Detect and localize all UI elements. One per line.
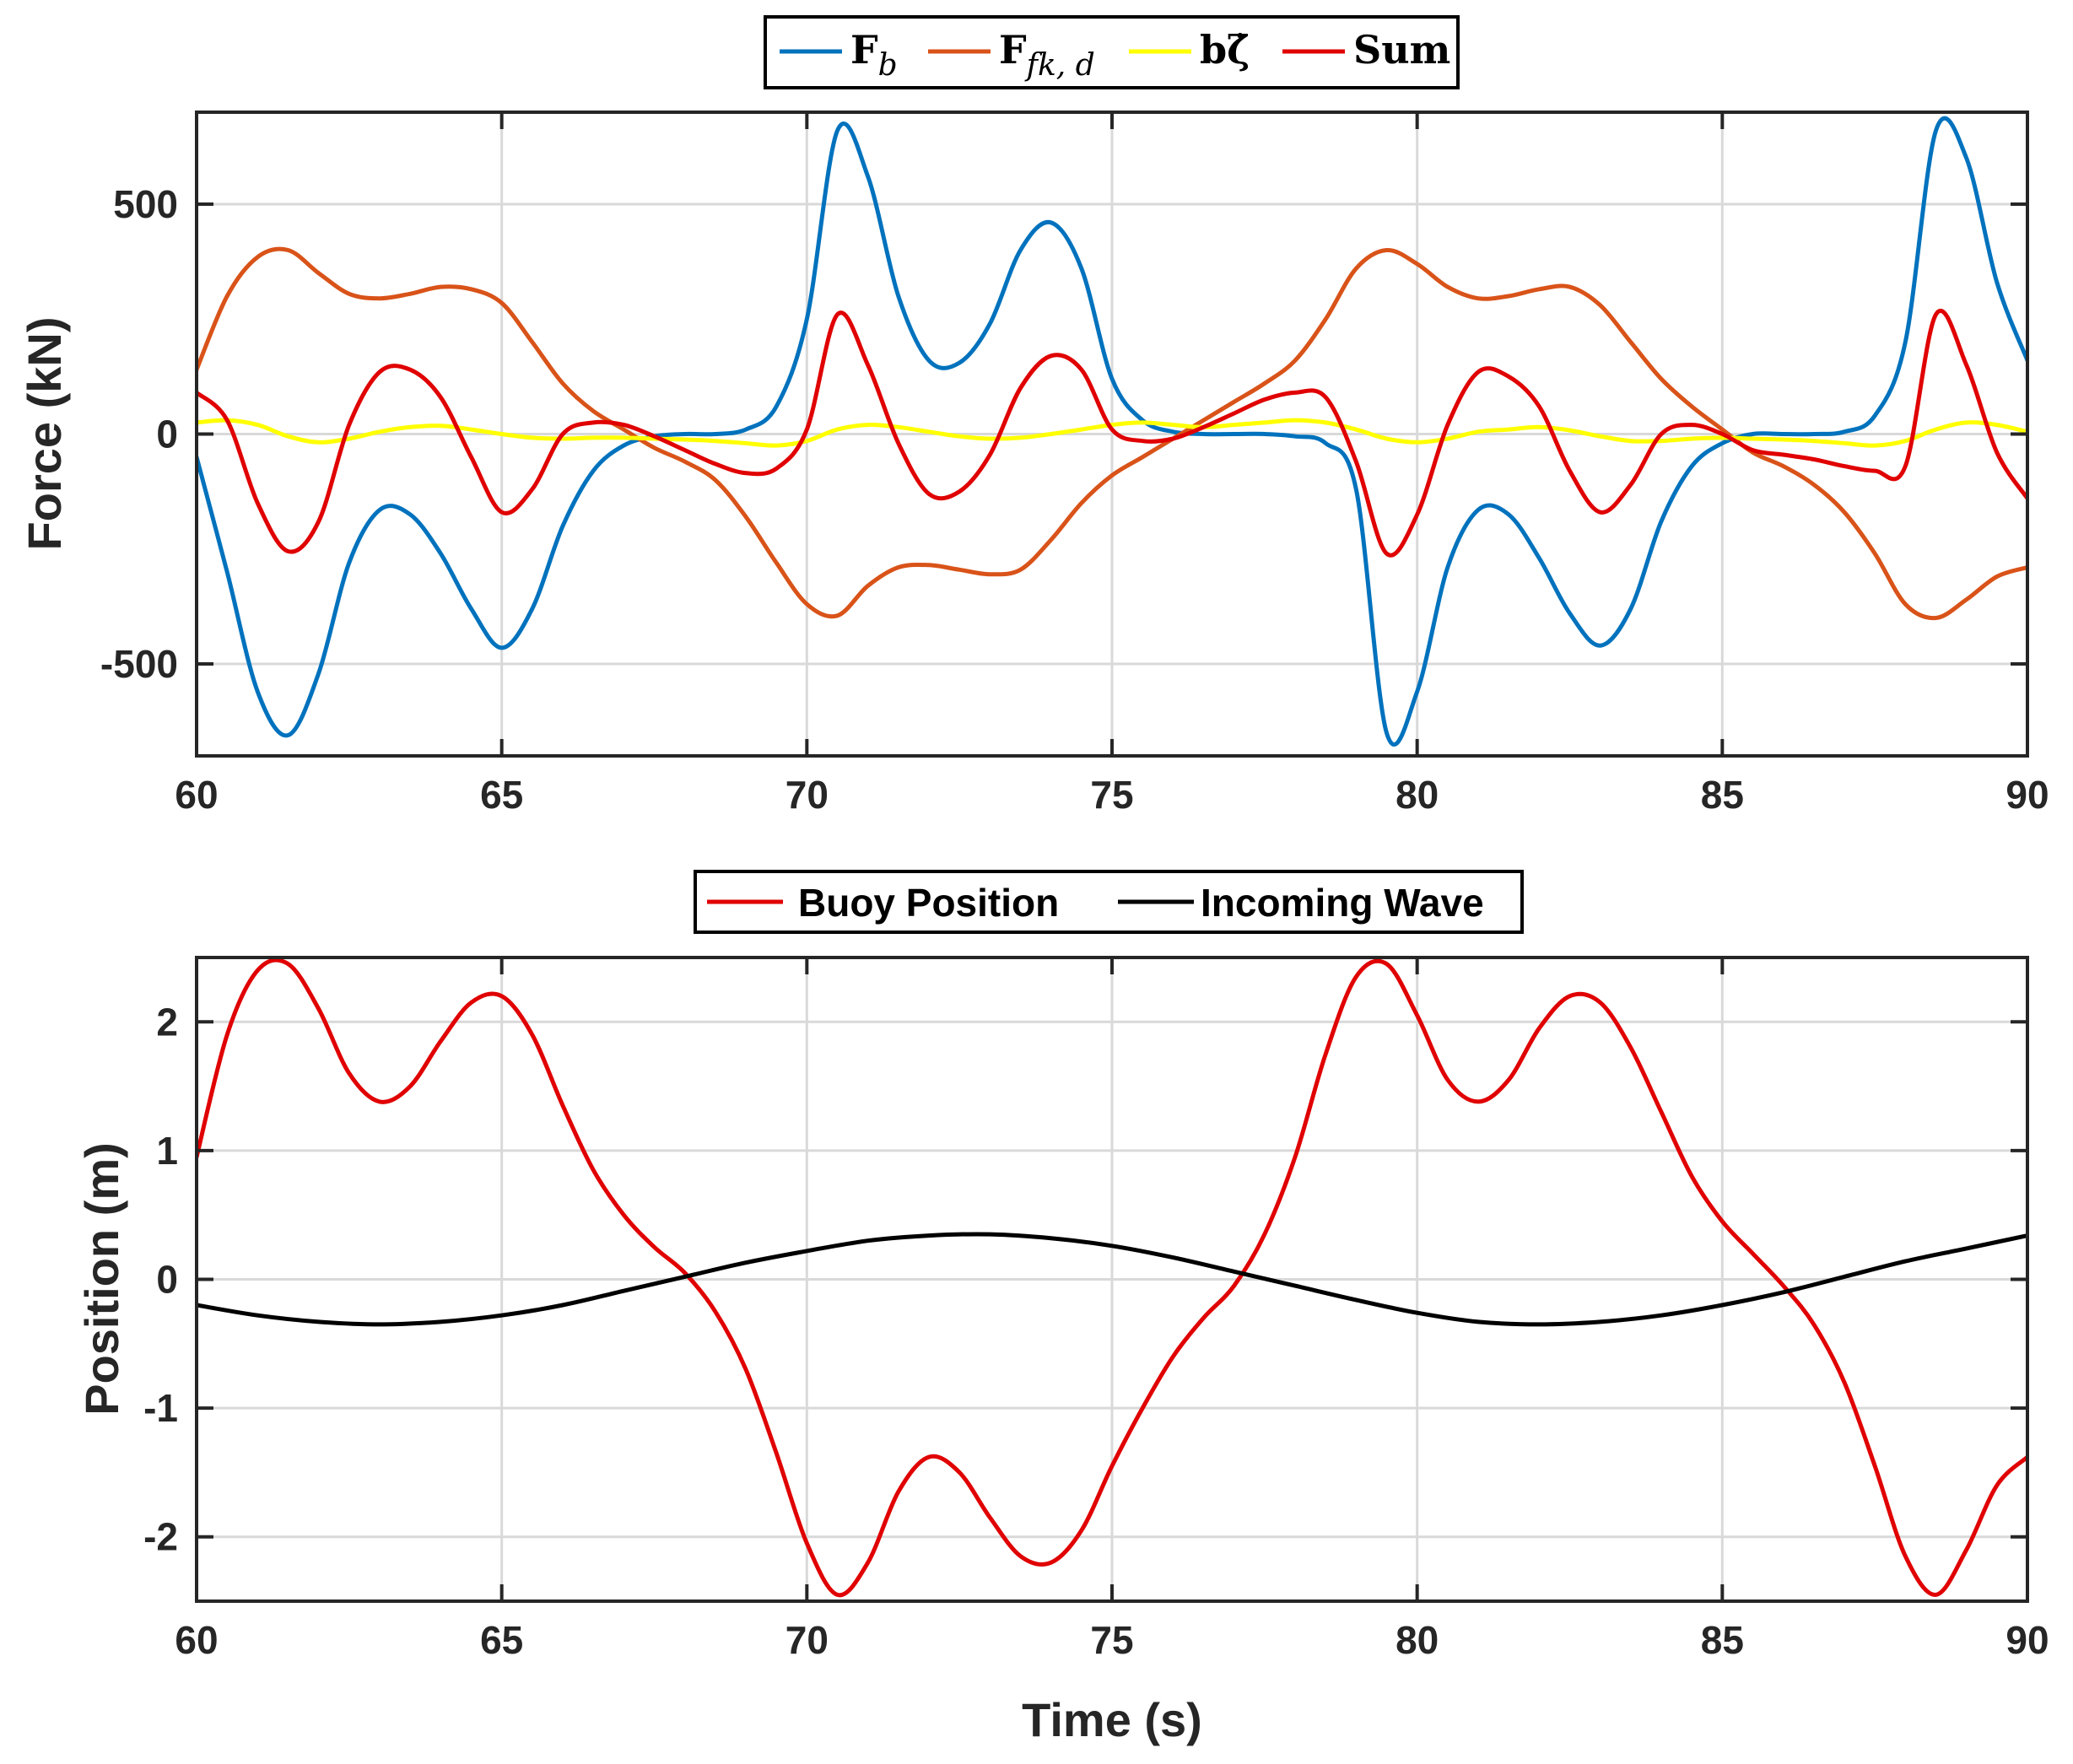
x-tick-label: 75 (1090, 773, 1133, 817)
legend-label-buoy: Buoy Position (798, 881, 1059, 925)
force-legend: Fb Ffk, d bζ̇ Sum (764, 15, 1460, 89)
series-line-buoy-position (197, 958, 2027, 1598)
x-tick-label: 85 (1701, 773, 1744, 817)
y-tick-label: 1 (156, 1129, 178, 1173)
position-x-axis-label: Time (s) (1022, 1693, 1202, 1746)
position-series-group (197, 958, 2027, 1598)
y-tick-label: -1 (143, 1386, 178, 1430)
position-legend: Buoy Position Incoming Wave (694, 870, 1524, 934)
x-tick-label: 75 (1090, 1618, 1133, 1662)
x-tick-label: 85 (1701, 1618, 1744, 1662)
series-line-bzeta (197, 418, 2027, 448)
y-tick-label: 500 (113, 182, 178, 226)
force-y-axis-label: Force (kN) (18, 317, 71, 551)
x-tick-label: 60 (175, 773, 218, 817)
y-tick-label: 0 (156, 413, 178, 456)
x-tick-label: 70 (785, 1618, 829, 1662)
position-legend-box (694, 870, 1524, 934)
legend-label-bzeta: bζ̇ (1200, 27, 1250, 73)
legend-label-sum: Sum (1353, 27, 1450, 73)
x-tick-label: 70 (785, 773, 829, 817)
force-series-group (197, 116, 2027, 747)
series-line-ffk (197, 246, 2027, 621)
x-tick-label: 80 (1395, 1618, 1439, 1662)
force-ticks: 60 65 70 75 80 85 90 500 0 -500 (100, 112, 2049, 817)
x-tick-label: 80 (1395, 773, 1439, 817)
legend-label-wave: Incoming Wave (1201, 881, 1484, 925)
series-line-incoming-wave (197, 1232, 2027, 1327)
position-grid (197, 958, 2027, 1601)
series-line-sum (197, 309, 2027, 558)
position-ticks: 60 65 70 75 80 85 90 2 1 0 -1 -2 (143, 958, 2049, 1662)
legend-label-Ffk: Ffk, d (999, 27, 1095, 83)
position-y-axis-label: Position (m) (75, 1142, 128, 1416)
y-tick-label: -2 (143, 1515, 178, 1559)
y-tick-label: 2 (156, 1000, 178, 1044)
position-panel: 60 65 70 75 80 85 90 2 1 0 -1 -2 Position (m) Time … (75, 870, 2049, 1746)
x-tick-label: 65 (480, 773, 523, 817)
legend-label-Fb: Fb (850, 27, 898, 83)
x-tick-label: 90 (2006, 773, 2049, 817)
force-panel: 60 65 70 75 80 85 90 500 0 -500 Force (kN) Fb Ffk… (18, 15, 2049, 817)
y-tick-label: -500 (100, 642, 178, 686)
x-tick-label: 90 (2006, 1618, 2049, 1662)
x-tick-label: 60 (175, 1618, 218, 1662)
x-tick-label: 65 (480, 1618, 523, 1662)
y-tick-label: 0 (156, 1258, 178, 1302)
